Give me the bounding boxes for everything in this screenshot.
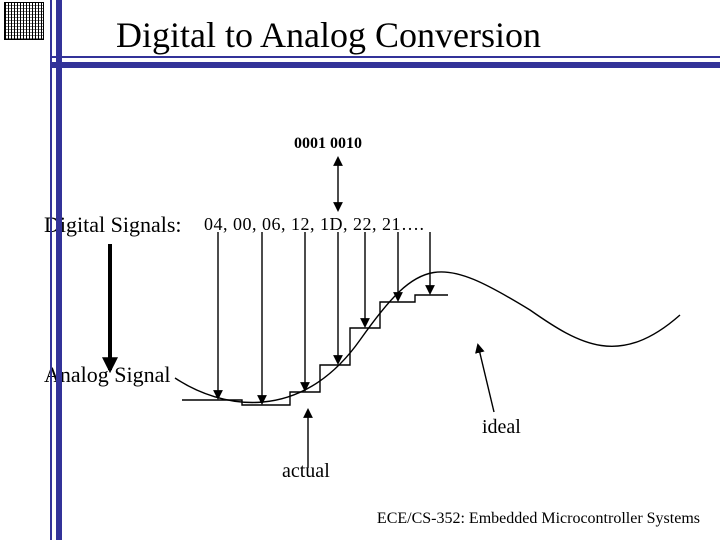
slide: Digital to Analog Conversion 0001 0010 D… — [0, 0, 720, 540]
conversion-diagram — [0, 0, 720, 540]
frame-vertical-bar — [50, 0, 52, 540]
frame-horizontal-bar — [50, 62, 720, 68]
frame-vertical-bar — [56, 0, 62, 540]
frame-horizontal-bar — [50, 56, 720, 58]
